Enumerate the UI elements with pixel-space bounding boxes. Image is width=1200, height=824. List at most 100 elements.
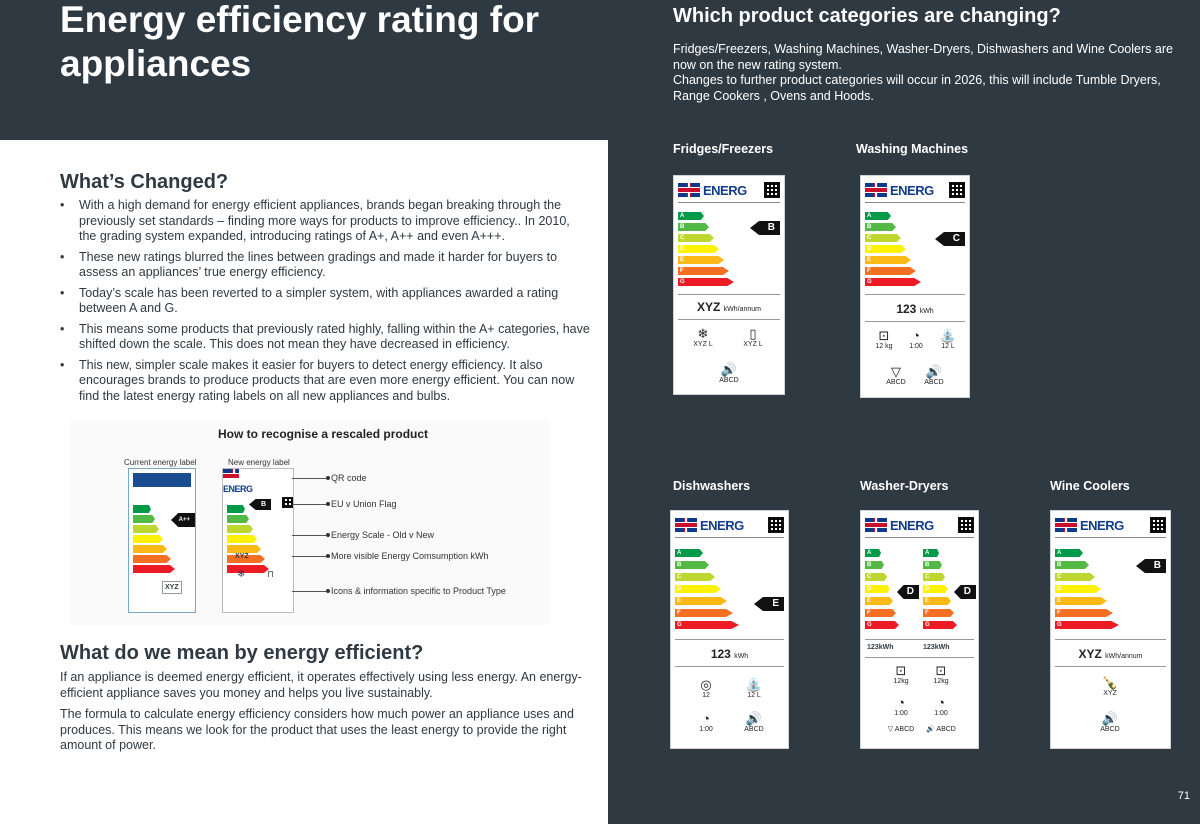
label-header: ENERG	[678, 180, 780, 200]
energy-label-wine-coolers: ENERG A B C D E F G B XYZ kWh/annum 🍾 XYZ…	[1050, 510, 1171, 749]
label-header: ENERG	[865, 180, 965, 200]
categories-intro-line: Changes to further product categories wi…	[673, 73, 1161, 103]
qr-code-icon	[764, 182, 780, 198]
scale-bar	[227, 545, 261, 553]
eu-flag-icon	[133, 473, 191, 487]
efficiency-heading: What do we mean by energy efficient?	[60, 642, 424, 664]
rating-arrow: E	[754, 597, 784, 611]
label-header: ENERG	[223, 469, 293, 508]
scale-bar-f: F	[678, 267, 729, 275]
label-header: ENERG	[1055, 515, 1166, 535]
supplier-line	[865, 202, 965, 205]
divider	[865, 639, 974, 640]
duration-icon: ◔ 1:00	[894, 695, 908, 717]
wash-capacity-icon: ⊡ 12kg	[893, 663, 909, 685]
scale-bar	[227, 535, 257, 543]
consumption-value: 123 kWh	[710, 647, 749, 661]
fridge-volume-icon: ▯ XYZ L	[743, 326, 763, 348]
scale-bar-g: G	[923, 621, 957, 629]
callout-qr: QR code	[331, 473, 367, 483]
whats-changed-heading: What’s Changed?	[60, 171, 229, 193]
scale-bar-d: D	[865, 585, 890, 593]
scale-bar-c: C	[1055, 573, 1095, 581]
scale-bar-f: F	[1055, 609, 1113, 617]
energy-label-fridges: ENERG A B C D E F G B XYZ kWh/annum ❄ XYZ…	[673, 175, 785, 395]
scale-bar-g: G	[865, 278, 921, 286]
scale-bar	[133, 515, 155, 523]
scale-bar-d: D	[678, 245, 719, 253]
energy-label-dishwashers: ENERG A B C D E F G E 123 kWh ◎ 12 ⛲ 12 L …	[670, 510, 789, 749]
scale-bar-g: G	[1055, 621, 1119, 629]
current-label-caption: Current energy label	[124, 458, 197, 467]
scale-bar-a: A	[865, 212, 891, 220]
consumption-value: 123 kWh	[896, 302, 934, 316]
callout-dot	[326, 533, 330, 537]
scale-bar-e: E	[865, 256, 911, 264]
scale-bar-g: G	[678, 278, 734, 286]
noise-icon: 🔊 ABCD	[1100, 711, 1120, 733]
category-name: Washer-Dryers	[860, 479, 949, 493]
qr-code-icon	[958, 517, 974, 533]
scale-bar-g: G	[865, 621, 899, 629]
freezer-volume-icon: ❄ XYZ L	[693, 326, 713, 348]
callout-dot	[326, 476, 330, 480]
categories-intro: Fridges/Freezers, Washing Machines, Wash…	[673, 42, 1173, 104]
label-header: ENERG	[675, 515, 784, 535]
qr-code-icon	[768, 517, 784, 533]
rating-arrow: D	[897, 585, 919, 599]
duration-icon: ◔ 1:00	[699, 711, 713, 733]
scale-bar-c: C	[678, 234, 714, 242]
scale-bar-e: E	[923, 597, 951, 605]
old-rating-arrow: A++	[171, 513, 195, 527]
scale-bar-c: C	[923, 573, 945, 581]
callout-line	[292, 535, 328, 536]
list-item: These new ratings blurred the lines betw…	[60, 250, 590, 281]
energy-wordmark: ENERG	[1080, 517, 1124, 533]
water-icon: ⛲ 12 L	[939, 328, 957, 350]
scale-bar	[133, 555, 171, 563]
scale-bar	[133, 525, 159, 533]
scale-bar-c: C	[865, 234, 901, 242]
page-number: 71	[1177, 790, 1190, 802]
paragraph: If an appliance is deemed energy efficie…	[60, 670, 582, 700]
scale-bar-b: B	[923, 561, 942, 569]
divider	[675, 639, 784, 640]
capacity-icon: ⊡ 12 kg	[875, 328, 893, 350]
callout-dot	[326, 554, 330, 558]
scale-bar-f: F	[923, 609, 954, 617]
scale-bar-a: A	[675, 549, 703, 557]
scale-bar-a: A	[678, 212, 704, 220]
duration-icon: ◔ 1:00	[909, 328, 923, 350]
rescaled-product-infographic: How to recognise a rescaled product Curr…	[70, 420, 550, 625]
supplier-line	[675, 537, 784, 540]
scale-bar-c: C	[675, 573, 715, 581]
rating-arrow: C	[935, 232, 965, 246]
scale-bar	[133, 545, 167, 553]
label-header: ENERG	[865, 515, 974, 535]
categories-heading: Which product categories are changing?	[673, 5, 1061, 27]
noise-icon: 🔊 ABCD	[926, 726, 956, 733]
scale-bar-a: A	[865, 549, 881, 557]
efficiency-text: If an appliance is deemed energy efficie…	[60, 670, 590, 760]
category-name: Wine Coolers	[1050, 479, 1130, 493]
old-consumption: XYZ	[162, 581, 182, 594]
page-title: Energy efficiency rating for appliances	[60, 0, 540, 84]
spin-icon: ▽ ABCD	[886, 364, 906, 386]
callout-scale: Energy Scale - Old v New	[331, 530, 435, 540]
scale-bar-b: B	[865, 561, 884, 569]
scale-bar	[133, 535, 163, 543]
divider	[1055, 666, 1166, 667]
scale-bar	[133, 505, 151, 513]
union-flag-icon	[1055, 518, 1077, 532]
paragraph: The formula to calculate energy efficien…	[60, 707, 574, 752]
scale-bar-d: D	[865, 245, 906, 253]
callout-consumption: More visible Energy Comsumption kWh	[331, 551, 489, 561]
scale-bar-f: F	[865, 609, 896, 617]
rating-arrow: B	[750, 221, 780, 235]
scale-bar	[227, 565, 269, 573]
divider	[678, 294, 780, 295]
callout-dot	[326, 502, 330, 506]
union-flag-icon	[675, 518, 697, 532]
scale-bar-b: B	[1055, 561, 1089, 569]
scale-bar-e: E	[1055, 597, 1107, 605]
